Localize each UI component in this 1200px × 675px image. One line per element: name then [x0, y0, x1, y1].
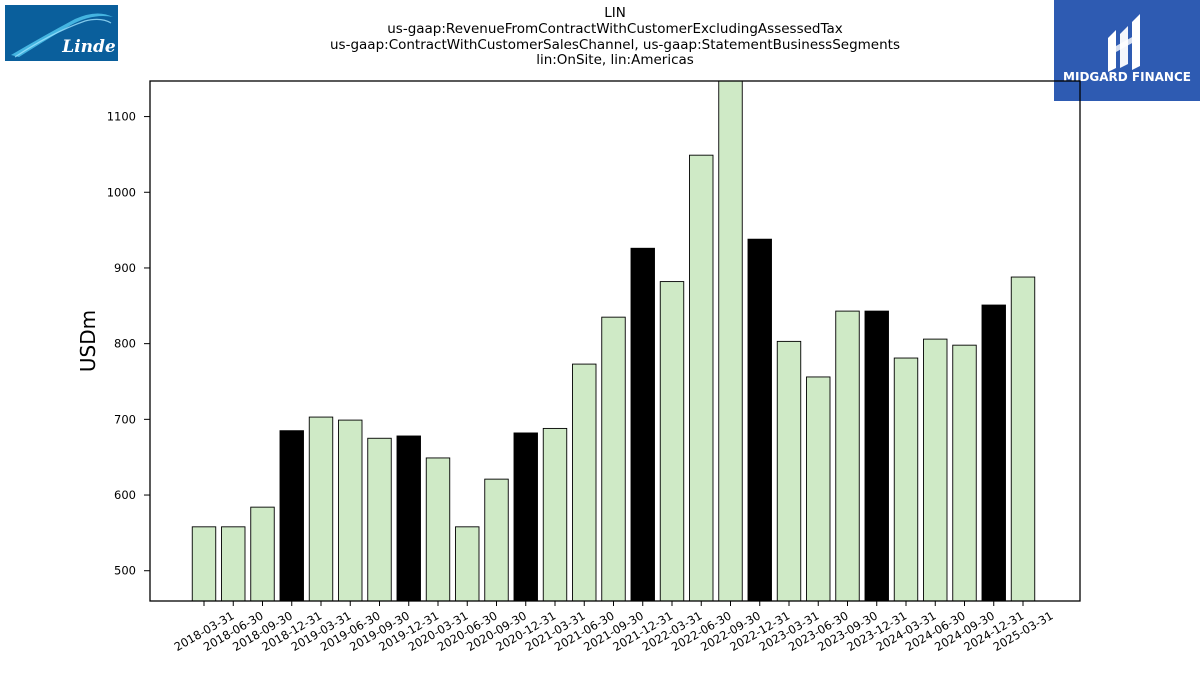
y-tick-label: 800	[114, 337, 136, 351]
bar-2018-06-30	[221, 526, 246, 602]
y-tick-label: 900	[114, 261, 136, 275]
bar-2022-09-30	[718, 80, 743, 602]
bar-2025-03-31	[1010, 276, 1036, 602]
y-tick-label: 700	[114, 412, 136, 426]
bar-2023-12-31	[864, 310, 889, 602]
linde-logo-text: Linde	[61, 37, 116, 57]
chart-title-line-3: us-gaap:ContractWithCustomerSalesChannel…	[330, 36, 900, 53]
y-tick-label: 600	[114, 488, 136, 502]
chart-title-line-1: LIN	[604, 5, 626, 21]
y-tick-label: 500	[114, 564, 136, 578]
bar-2022-06-30	[689, 154, 714, 602]
bar-2021-09-30	[601, 316, 626, 602]
bars-group	[191, 80, 1036, 602]
bar-2024-12-31	[981, 304, 1006, 602]
chart-title-line-2: us-gaap:RevenueFromContractWithCustomerE…	[387, 20, 843, 37]
y-axis-title: USDm	[76, 310, 100, 372]
y-tick-label: 1100	[107, 110, 136, 124]
bar-2024-06-30	[923, 338, 948, 602]
bar-2022-12-31	[747, 238, 772, 602]
bar-2019-09-30	[367, 437, 392, 602]
bar-2020-09-30	[484, 478, 509, 602]
bar-2018-09-30	[250, 506, 275, 602]
bar-2023-03-31	[776, 340, 802, 602]
x-axis: 2018-03-312018-06-302018-09-302018-12-31…	[172, 601, 1056, 654]
linde-logo: Linde	[5, 5, 118, 61]
bar-2024-09-30	[952, 344, 977, 602]
y-tick-label: 1000	[107, 185, 136, 199]
chart-title: LIN us-gaap:RevenueFromContractWithCusto…	[150, 5, 1080, 69]
bar-2018-03-31	[191, 526, 217, 602]
bar-2021-06-30	[572, 363, 597, 602]
bar-2021-03-31	[542, 427, 568, 602]
bar-2019-12-31	[396, 435, 421, 602]
bar-2019-03-31	[308, 416, 334, 602]
bar-2019-06-30	[338, 419, 363, 602]
midgard-finance-logo: MIDGARD FINANCE	[1054, 0, 1200, 101]
y-axis: 500 600 700 800 900 1000 1100	[107, 110, 150, 578]
bar-2023-09-30	[835, 310, 860, 602]
plot-frame	[149, 80, 1081, 602]
bar-2022-03-31	[659, 281, 685, 602]
bar-2018-12-31	[279, 430, 304, 602]
bar-2020-12-31	[513, 432, 538, 602]
bar-2020-06-30	[455, 526, 480, 602]
bar-2021-12-31	[630, 247, 655, 602]
bar-2023-06-30	[806, 376, 831, 602]
chart-title-line-4: lin:OnSite, lin:Americas	[536, 52, 694, 69]
midgard-finance-logo-text: MIDGARD FINANCE	[1063, 70, 1191, 84]
bar-2024-03-31	[893, 357, 919, 602]
bar-2020-03-31	[425, 457, 451, 602]
